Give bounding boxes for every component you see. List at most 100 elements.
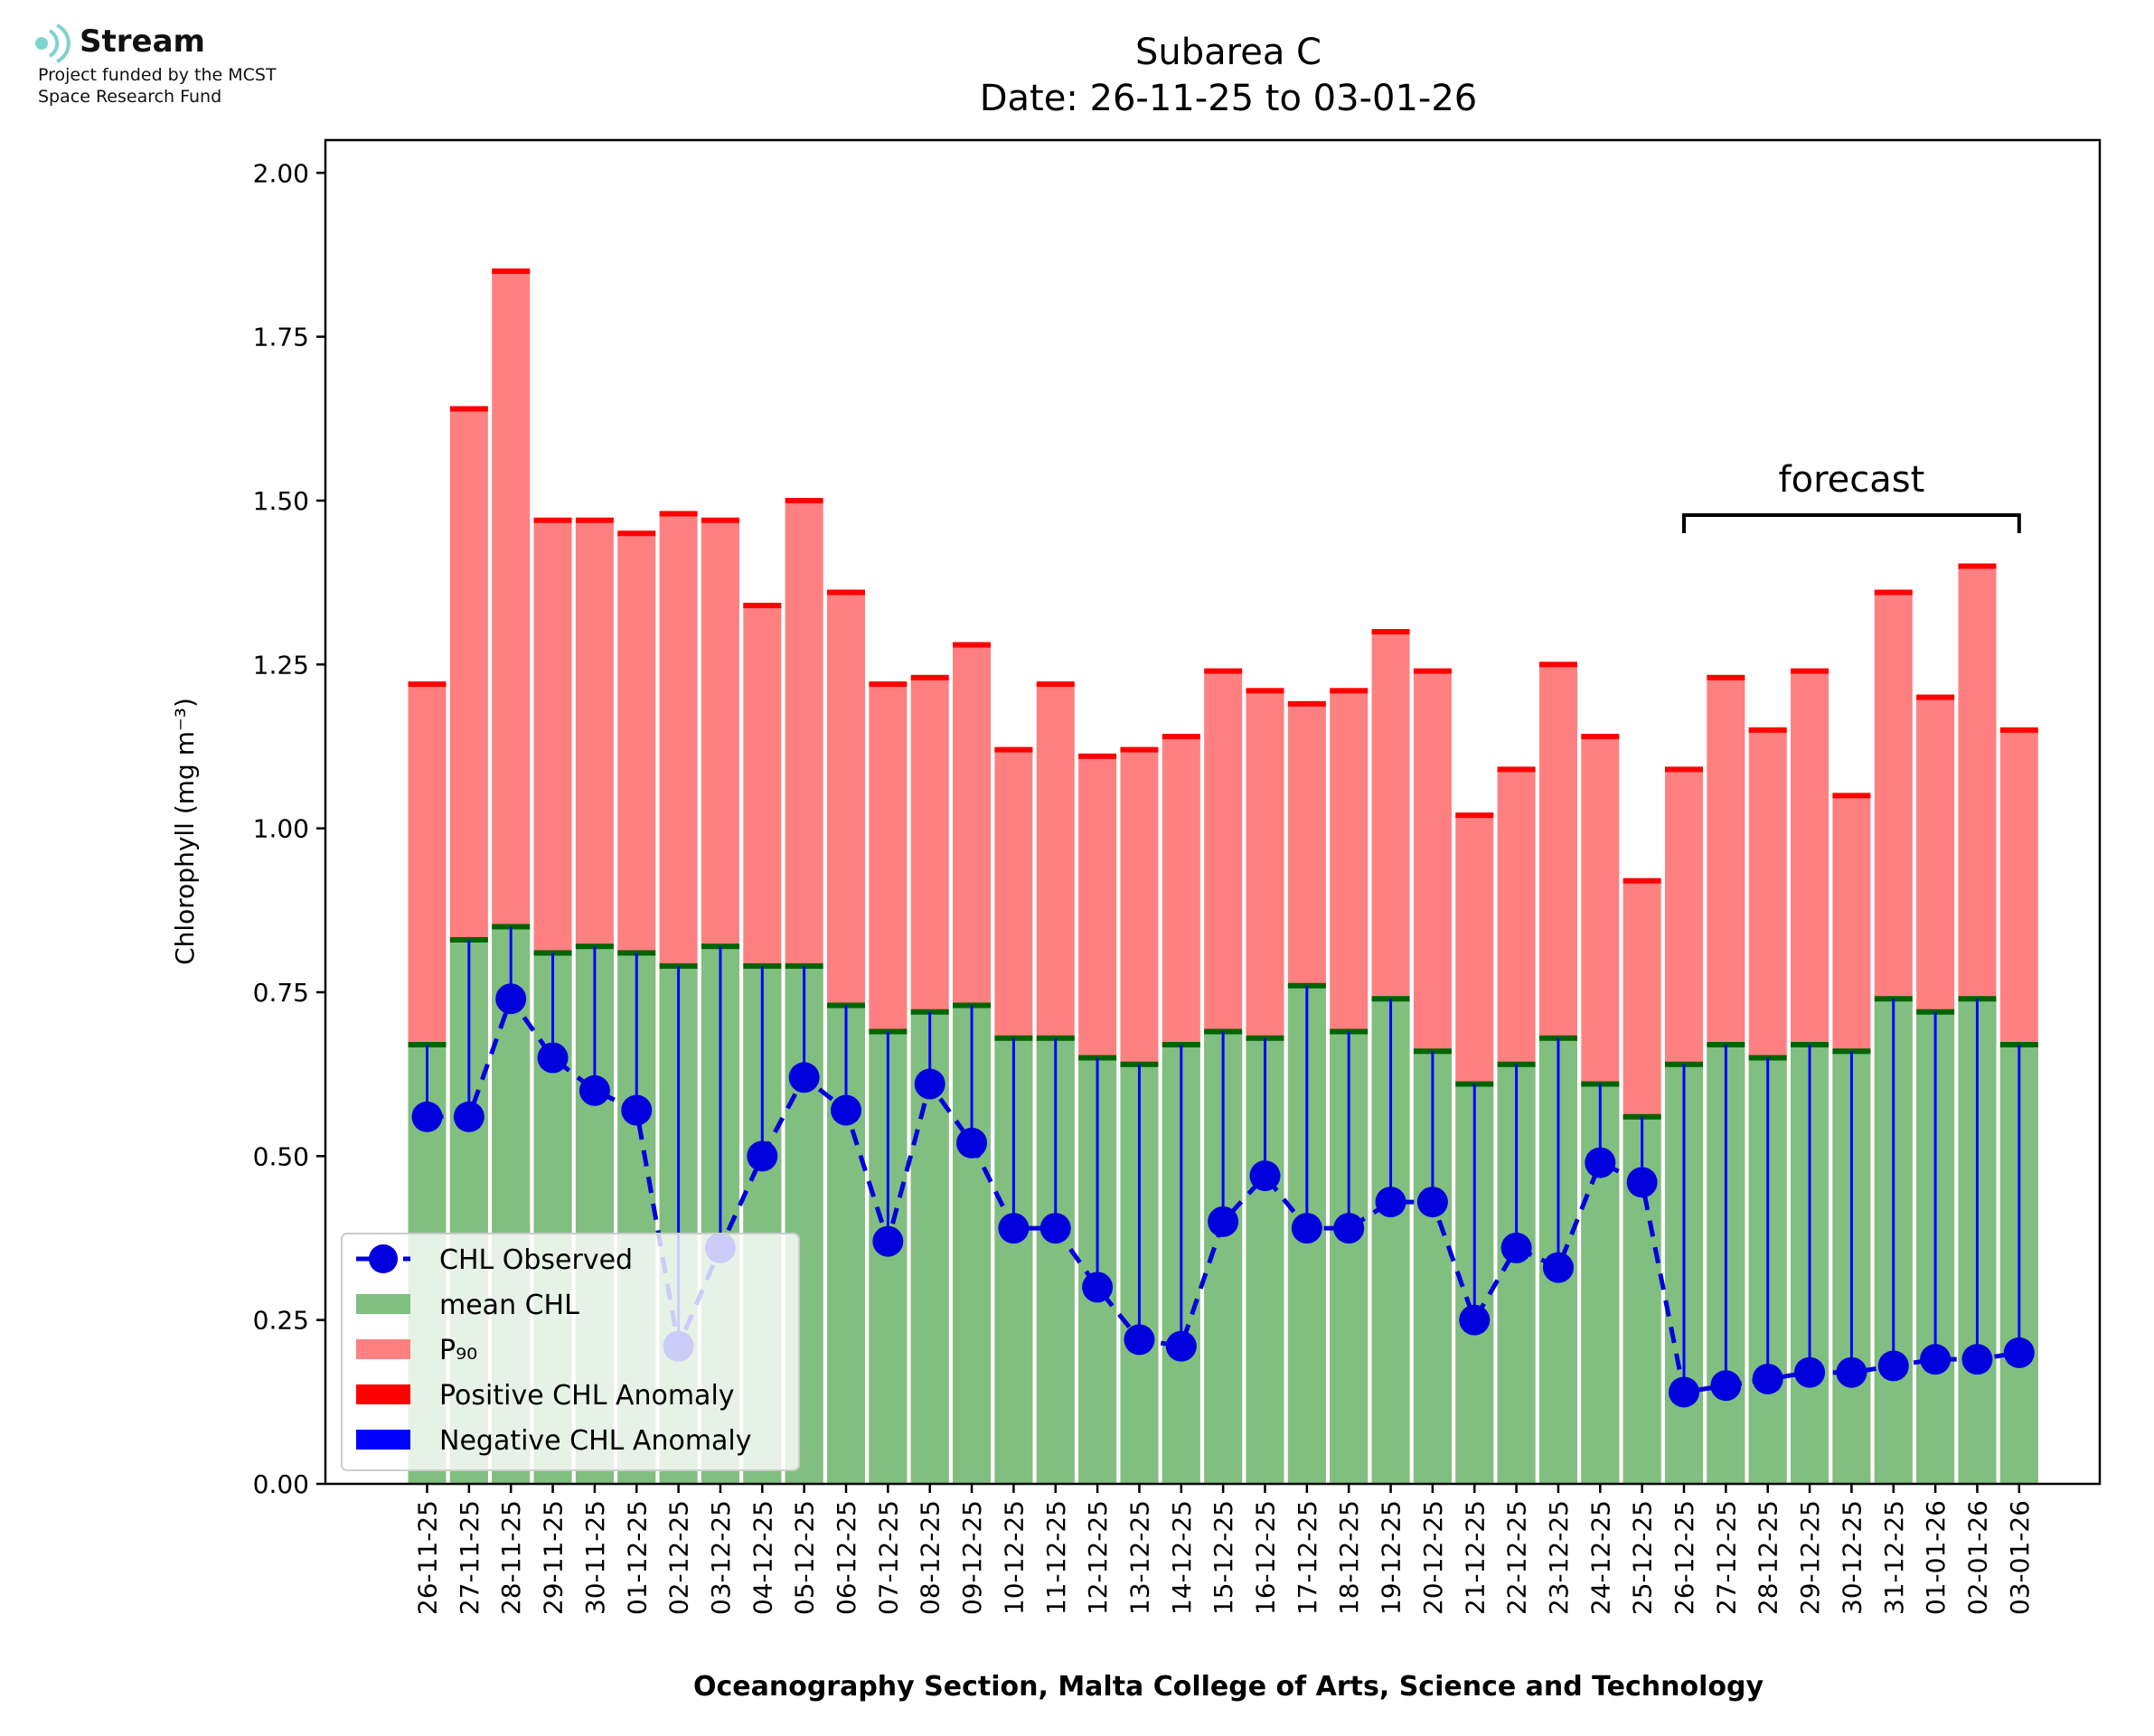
x-tick-label: 26-11-25 <box>413 1500 443 1615</box>
x-tick-label: 02-12-25 <box>664 1500 694 1615</box>
p90-cap <box>1665 766 1703 773</box>
y-tick-label: 0.50 <box>253 1141 309 1171</box>
p90-cap <box>785 497 823 503</box>
x-tick-label: 16-12-25 <box>1251 1500 1281 1615</box>
x-tick-label: 02-01-26 <box>1962 1500 1992 1615</box>
chl-observed-point <box>1752 1363 1783 1394</box>
y-tick-label: 1.50 <box>253 486 309 516</box>
p90-cap <box>1120 746 1159 753</box>
x-tick-label: 29-12-25 <box>1795 1500 1825 1615</box>
x-tick-label: 19-12-25 <box>1377 1500 1406 1615</box>
p90-cap <box>827 589 865 596</box>
chl-observed-point <box>1082 1272 1114 1303</box>
x-tick-label: 05-12-25 <box>790 1500 820 1615</box>
x-tick-label: 03-12-25 <box>706 1500 736 1615</box>
chl-observed-point <box>747 1140 778 1172</box>
chl-observed-point <box>453 1101 484 1132</box>
x-axis-label: Oceanography Section, Malta College of A… <box>693 1671 1764 1703</box>
x-tick-label: 09-12-25 <box>957 1500 987 1615</box>
p90-cap <box>1246 688 1284 694</box>
x-tick-label: 10-12-25 <box>999 1500 1029 1615</box>
legend-box <box>341 1233 800 1471</box>
x-tick-label: 07-12-25 <box>873 1500 903 1615</box>
chart-title: Subarea C <box>1135 32 1322 73</box>
p90-cap <box>1497 766 1536 773</box>
p90-cap <box>1330 688 1369 694</box>
x-tick-label: 03-01-26 <box>2005 1500 2035 1615</box>
legend-swatch <box>356 1430 410 1450</box>
chl-observed-point <box>1375 1187 1406 1218</box>
p90-cap <box>1455 812 1494 819</box>
x-tick-label: 15-12-25 <box>1209 1500 1238 1615</box>
y-tick-label: 1.75 <box>253 323 309 352</box>
chl-observed-point <box>621 1094 653 1126</box>
chl-observed-point <box>1124 1324 1155 1356</box>
p90-cap <box>1958 563 1997 569</box>
chl-observed-point <box>1249 1160 1281 1192</box>
p90-cap <box>1748 727 1787 733</box>
p90-cap <box>1036 681 1075 688</box>
chl-observed-point <box>1626 1167 1658 1198</box>
chl-observed-point <box>578 1074 610 1106</box>
p90-cap <box>1287 700 1326 707</box>
forecast-label: forecast <box>1779 459 1925 501</box>
p90-cap <box>743 603 782 609</box>
legend-label: CHL Observed <box>439 1244 633 1276</box>
x-tick-label: 25-12-25 <box>1628 1500 1658 1615</box>
p90-cap <box>1874 589 1913 596</box>
chl-observed-point <box>1920 1344 1952 1375</box>
x-tick-label: 18-12-25 <box>1334 1500 1364 1615</box>
p90-cap <box>617 530 656 537</box>
p90-cap <box>1623 877 1661 884</box>
chl-observed-point <box>956 1127 988 1159</box>
x-tick-label: 30-12-25 <box>1837 1500 1867 1615</box>
x-tick-label: 04-12-25 <box>748 1500 777 1615</box>
x-tick-label: 23-12-25 <box>1544 1500 1574 1615</box>
x-tick-label: 08-12-25 <box>916 1500 945 1615</box>
chl-observed-point <box>1585 1147 1616 1178</box>
legend: CHL Observed mean CHL P₉₀ Positive CHL Anom… <box>341 1233 800 1471</box>
legend-swatch <box>356 1294 410 1314</box>
p90-cap <box>1791 668 1829 674</box>
chl-observed-point <box>1669 1376 1699 1408</box>
y-tick-label: 0.00 <box>253 1469 309 1499</box>
p90-cap <box>701 517 739 523</box>
p90-cap <box>659 511 698 517</box>
y-tick-label: 1.25 <box>253 650 309 680</box>
p90-cap <box>575 517 614 523</box>
p90-cap <box>492 268 531 275</box>
chl-observed-point <box>1208 1206 1239 1237</box>
p90-cap <box>408 681 447 688</box>
x-tick-label: 30-11-25 <box>580 1500 610 1615</box>
x-tick-label: 21-12-25 <box>1460 1500 1490 1615</box>
chl-observed-point <box>1416 1187 1448 1218</box>
stream-logo: Stream Project funded by the MCST Space … <box>34 20 360 119</box>
p90-cap <box>994 746 1033 753</box>
chl-observed-point <box>1165 1330 1197 1362</box>
p90-cap <box>1999 727 2038 733</box>
stream-waves-icon <box>35 23 71 63</box>
x-tick-label: 24-12-25 <box>1585 1500 1615 1615</box>
x-tick-label: 01-12-25 <box>622 1500 652 1615</box>
legend-swatch-observed-marker <box>369 1244 398 1273</box>
x-tick-label: 26-12-25 <box>1670 1500 1699 1615</box>
legend-swatch <box>356 1384 410 1404</box>
chl-observed-point <box>998 1213 1030 1244</box>
p90-cap <box>1204 668 1243 674</box>
p90-cap <box>1371 629 1410 635</box>
chl-observed-point <box>1710 1370 1742 1402</box>
chl-observed-point <box>411 1101 443 1132</box>
p90-cap <box>1162 734 1200 740</box>
x-tick-label: 29-11-25 <box>539 1500 569 1615</box>
x-tick-label: 27-12-25 <box>1711 1500 1741 1615</box>
p90-cap <box>1581 734 1620 740</box>
y-tick-label: 1.00 <box>253 814 309 844</box>
logo-funding-line-2: Space Research Fund <box>38 87 222 107</box>
chl-observed-point <box>831 1094 861 1126</box>
p90-cap <box>869 681 908 688</box>
chl-observed-point <box>495 983 527 1015</box>
chl-observed-point <box>1794 1356 1826 1388</box>
p90-cap <box>1916 694 1955 700</box>
chl-observed-point <box>788 1062 820 1093</box>
chl-observed-point <box>1291 1213 1322 1244</box>
